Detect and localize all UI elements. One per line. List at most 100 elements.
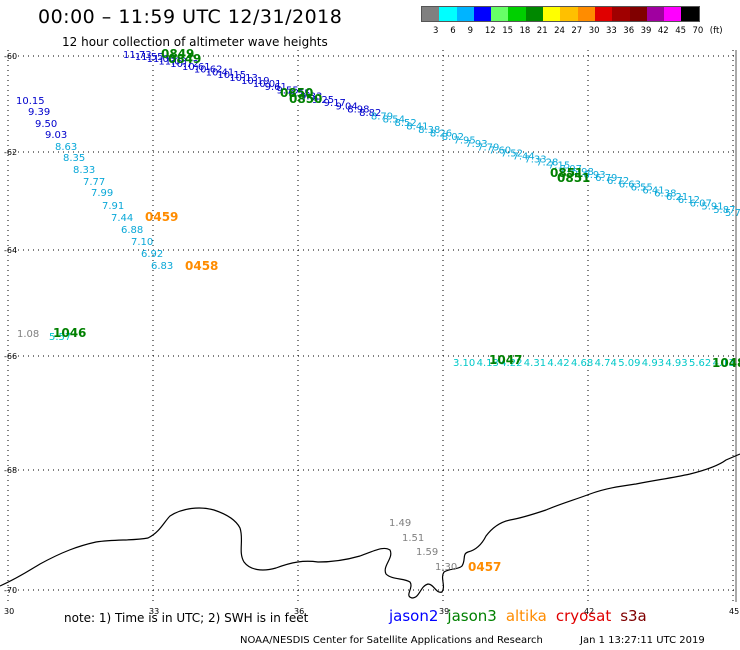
satellite-legend-jason3: jason3 [447,607,497,625]
legend-swatch [422,7,440,21]
swh-reading: 10.41 [206,67,235,78]
swh-reading: 8.35 [63,153,85,164]
legend-tick-label: (ft) [709,26,723,36]
satellite-legend-jason2: jason2 [389,607,439,625]
pass-time-label: 0850 [280,86,313,100]
swh-reading: 5.87 [713,205,735,216]
legend-tick-label: 6 [450,26,456,36]
swh-reading: 10.15 [217,70,246,81]
swh-reading: 7.60 [489,146,511,157]
swh-reading: 5.91 [701,202,723,213]
swh-reading: 5.62 [689,358,711,369]
legend-tick-label: 30 [588,26,600,36]
antarctic-coastline [0,453,740,599]
swh-reading: 1.30 [435,562,457,573]
swh-reading: 9.50 [35,119,57,130]
swh-reading: 6.72 [607,176,629,187]
swh-reading: 11.03 [158,57,187,68]
swh-reading: 7.15 [548,161,570,172]
swh-reading: 6.93 [583,170,605,181]
swh-reading: 4.13 [477,358,499,369]
swh-reading: 1.59 [416,547,438,558]
longitude-label: 45 [729,607,739,616]
swh-reading: 6.21 [666,192,688,203]
legend-swatch [594,7,613,21]
latitude-label: -64 [4,246,17,255]
legend-tick-labels: 3 6 9 12 15 18 21 24 27 30 33 36 39 42 45 70 (ft) [421,26,723,38]
longitude-label: 33 [149,607,159,616]
swh-reading: 6.83 [151,261,173,272]
legend-tick-label: 33 [606,26,617,36]
swh-reading: 6.63 [619,179,641,190]
swh-reading: 7.93 [465,139,487,150]
credit-line: NOAA/NESDIS Center for Satellite Applica… [240,635,543,646]
swh-reading: 8.41 [406,121,428,132]
latitude-label: -68 [4,466,17,475]
swh-reading: 1.51 [402,533,424,544]
swh-reading: 7.52 [501,149,523,160]
satellite-legend-s3a: s3a [620,607,647,625]
legend-tick-label: 42 [657,26,669,36]
legend-tick-label: 3 [433,26,439,36]
swh-reading: 6.88 [121,225,143,236]
swh-reading: 6.98 [572,167,594,178]
graticule: -60 -62 -64 -66 -68 -70 30 33 36 39 42 45 [4,50,739,616]
pass-time-label: 0459 [145,210,178,224]
legend-swatch [491,7,509,21]
swh-reading: 4.93 [665,358,687,369]
swh-reading: 10.15 [16,96,45,107]
swh-reading: 5.57 [49,332,71,343]
swh-reading: 9.33 [300,92,322,103]
swh-reading: 6.55 [631,182,653,193]
swh-reading: 8.02 [442,132,464,143]
longitude-label: 42 [584,607,594,616]
legend-tick-label: 70 [692,26,704,36]
legend-swatch [543,7,561,21]
latitude-label: -70 [4,586,17,595]
swh-reading: 9.17 [324,98,346,109]
legend-tick-label: 18 [519,26,531,36]
swh-reading: 8.98 [347,105,369,116]
legend-tick-label: 9 [467,26,474,36]
pass-time-label: 0851 [550,166,583,180]
swh-reading: 4.13 [713,358,735,369]
latitude-label: -66 [4,352,17,361]
swh-reading: 8.52 [394,118,416,129]
pass-time-label: 0458 [185,259,218,273]
swh-reading: 4.42 [547,358,569,369]
swh-reading: 9.03 [45,130,67,141]
legend-swatch [508,7,526,21]
legend-swatch-bar [421,6,700,22]
swh-reading: 10.62 [194,65,223,76]
pass-time-label: 1048 [712,356,740,370]
legend-tick-label: 15 [502,26,514,36]
legend-tick-label: 36 [623,26,635,36]
legend-swatch [473,7,492,21]
pass-time-label: 1046 [53,326,86,340]
swh-reading: 7.99 [91,188,113,199]
legend-tick-label: 45 [675,26,687,36]
swh-reading: 10.72 [170,59,199,70]
swh-reading: 8.38 [418,125,440,136]
swh-reading: 6.41 [642,186,664,197]
page-title: 00:00 – 11:59 UTC 12/31/2018 [38,6,343,28]
swh-reading: 8.82 [359,108,381,119]
swh-reading: 9.39 [28,107,50,118]
swh-reading: 6.12 [678,195,700,206]
pass-time-label: 0849 [161,47,194,61]
swh-reading: 4.93 [642,358,664,369]
latitude-label: -60 [4,52,17,61]
generated-timestamp: Jan 1 13:27:11 UTC 2019 [580,635,705,646]
legend-swatch [612,7,630,21]
wave-height-color-legend: 3 6 9 12 15 18 21 24 27 30 33 36 39 42 45 70 (ft) [421,6,723,38]
legend-tick-label: 39 [640,26,652,36]
satellite-legend-cryosat: cryosat [555,607,612,625]
swh-reading: 5.72 [725,208,740,219]
satellite-legend-altika: altika [505,607,547,625]
swh-reading: 5.09 [618,358,640,369]
page-subtitle: 12 hour collection of altimeter wave hei… [62,35,328,49]
pass-time-label: 0851 [557,171,590,185]
swh-reading: 9.61 [265,82,287,93]
